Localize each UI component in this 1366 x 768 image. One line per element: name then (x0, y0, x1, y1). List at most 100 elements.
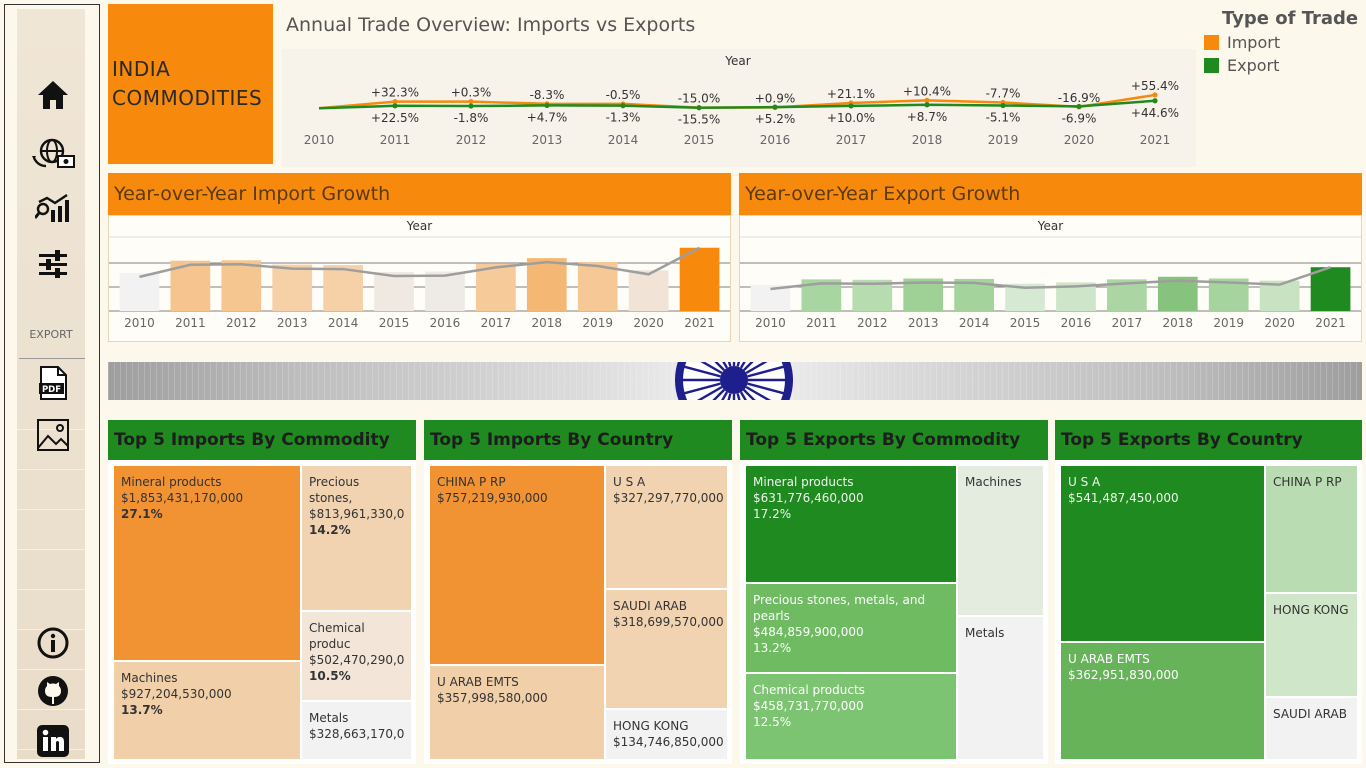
banner-stripe (150, 362, 151, 400)
treemap-cell[interactable]: Machines (957, 465, 1044, 616)
treemap-cell[interactable]: Precious stones, $813,961,330,0 14.2% (301, 465, 412, 611)
legend-item-export[interactable]: Export (1204, 56, 1364, 75)
bar[interactable] (679, 247, 720, 311)
global-trade-icon[interactable] (31, 135, 75, 171)
export-point[interactable] (620, 103, 626, 109)
bar[interactable] (374, 272, 414, 311)
treemap-cell[interactable]: HONG KONG $134,746,850,000 (605, 709, 728, 760)
treemap-cell[interactable]: Mineral products $1,853,431,170,000 27.1… (113, 465, 301, 661)
bar[interactable] (476, 263, 516, 311)
export-point[interactable] (392, 103, 398, 109)
treemap-cell[interactable]: SAUDI ARAB $318,699,570,000 (605, 589, 728, 709)
treemap-cell[interactable]: CHINA P RP (1265, 465, 1358, 593)
linkedin-icon[interactable] (35, 723, 71, 759)
brick-line (17, 549, 85, 550)
banner-stripe (1350, 362, 1351, 400)
cell-value: $328,663,170,0 (309, 727, 405, 741)
x-tick-label: 2018 (532, 316, 563, 330)
treemap-cell[interactable]: U ARAB EMTS $362,951,830,000 (1060, 642, 1265, 760)
treemap-cell[interactable]: U ARAB EMTS $357,998,580,000 (429, 665, 605, 760)
x-tick-label: 2016 (760, 133, 791, 147)
export-point[interactable] (848, 103, 854, 109)
banner-stripe (306, 362, 307, 400)
info-icon[interactable] (35, 625, 71, 661)
import-data-label: +10.4% (903, 84, 951, 98)
pdf-icon[interactable]: PDF (35, 365, 71, 401)
filter-sliders-icon[interactable] (35, 246, 71, 282)
bar[interactable] (272, 264, 313, 311)
trade-type-legend[interactable]: Type of Trade Import Export (1204, 8, 1364, 75)
import-point[interactable] (924, 97, 930, 103)
banner-stripe (840, 362, 841, 400)
treemap-cell[interactable]: HONG KONG (1265, 593, 1358, 697)
bar[interactable] (1310, 267, 1351, 311)
banner-stripe (1080, 362, 1081, 400)
bar[interactable] (750, 285, 791, 311)
import-point[interactable] (1152, 92, 1158, 98)
cell-value: $813,961,330,0 (309, 507, 405, 521)
bar[interactable] (119, 272, 160, 311)
export-point[interactable] (544, 102, 550, 109)
export-point[interactable] (772, 104, 778, 110)
overview-svg: Year 2010 +32.3% +22.5% 2011 +0.3% -1.8% 2012 -8… (304, 54, 1179, 147)
treemap-cell[interactable]: Precious stones, metals, and pearls $484… (745, 583, 957, 673)
treemap-cell[interactable]: Machines $927,204,530,000 13.7% (113, 661, 301, 760)
export-point[interactable] (1076, 103, 1082, 110)
banner-stripe (384, 362, 385, 400)
banner-stripe (552, 362, 553, 400)
bar[interactable] (221, 260, 262, 311)
banner-stripe (636, 362, 637, 400)
banner-stripe (1296, 362, 1297, 400)
cell-name: Precious stones, (309, 475, 360, 505)
bar[interactable] (577, 262, 618, 311)
banner-stripe (1188, 362, 1189, 400)
import-data-label: +55.4% (1131, 79, 1179, 93)
banner-stripe (978, 362, 979, 400)
banner-stripe (420, 362, 421, 400)
import-point[interactable] (392, 99, 398, 105)
treemap-cell[interactable]: Chemical products $458,731,770,000 12.5% (745, 673, 957, 760)
image-icon[interactable] (35, 417, 71, 453)
export-point[interactable] (468, 103, 474, 109)
x-tick-label: 2014 (328, 316, 359, 330)
treemap-cell[interactable]: Metals (957, 616, 1044, 760)
x-tick-label: 2014 (959, 316, 990, 330)
export-point[interactable] (1152, 98, 1158, 104)
treemap-cell[interactable]: Chemical produc $502,470,290,0 10.5% (301, 611, 412, 701)
treemap-cell[interactable]: U S A $327,297,770,000 (605, 465, 728, 589)
treemap-cell[interactable]: Metals $328,663,170,0 (301, 701, 412, 760)
banner-stripe (570, 362, 571, 400)
banner-stripe (264, 362, 265, 400)
export-point[interactable] (1000, 102, 1006, 109)
home-icon[interactable] (35, 77, 71, 113)
cell-pct: 13.2% (753, 641, 792, 655)
banner-stripe (396, 362, 397, 400)
import-point[interactable] (468, 98, 474, 105)
analytics-icon[interactable] (35, 191, 71, 227)
bar[interactable] (526, 258, 567, 311)
bar[interactable] (323, 265, 363, 311)
export-series-line (318, 99, 1156, 110)
github-icon[interactable] (35, 673, 71, 709)
treemap-cell[interactable]: Mineral products $631,776,460,000 17.2% (745, 465, 957, 583)
export-point[interactable] (924, 102, 930, 108)
bar[interactable] (425, 271, 465, 311)
banner-stripe (624, 362, 625, 400)
legend-item-import[interactable]: Import (1204, 33, 1364, 52)
banner-stripe (954, 362, 955, 400)
export-point[interactable] (696, 105, 702, 111)
banner-stripe (852, 362, 853, 400)
banner-stripe (990, 362, 991, 400)
cell-name: Machines (121, 671, 178, 685)
import-data-label: -15.0% (678, 92, 720, 106)
emblem-banner (108, 362, 1362, 400)
treemap-cell[interactable]: SAUDI ARAB (1265, 697, 1358, 760)
yoy-import-chart: Year 2010 2011 2012 2013 2014 2015 2016 2017 2018… (109, 219, 730, 330)
bar[interactable] (628, 270, 669, 311)
treemap-cell[interactable]: U S A $541,487,450,000 (1060, 465, 1265, 642)
treemap-cell[interactable]: CHINA P RP $757,219,930,000 (429, 465, 605, 665)
cell-name: Precious stones, metals, and pearls (753, 593, 926, 623)
banner-stripe (324, 362, 325, 400)
banner-stripe (1356, 362, 1357, 400)
banner-stripe (342, 362, 343, 400)
